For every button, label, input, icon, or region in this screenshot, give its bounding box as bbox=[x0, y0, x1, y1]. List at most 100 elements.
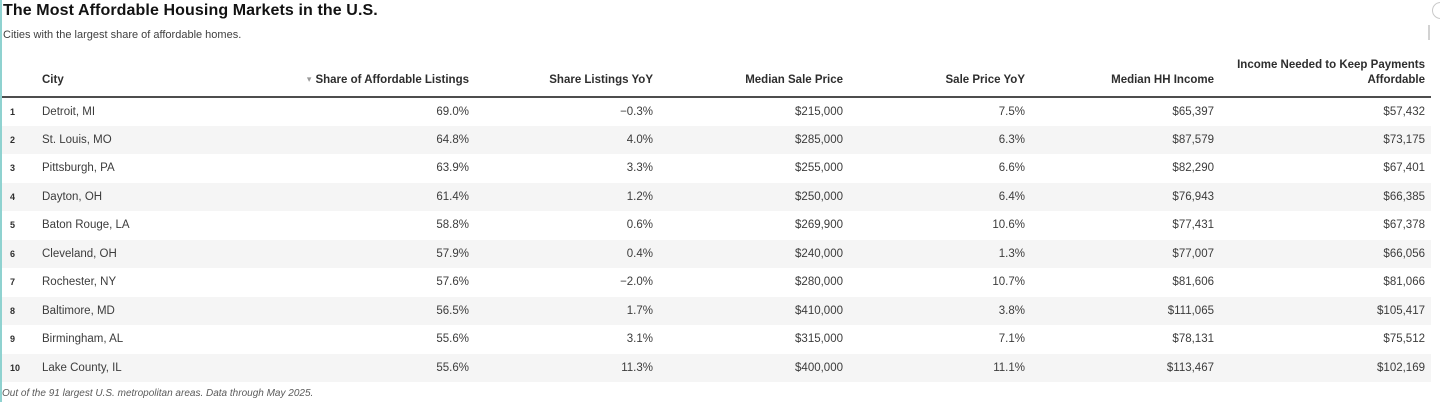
cell-city: Birmingham, AL bbox=[42, 333, 124, 346]
cell-sale_yoy: 1.3% bbox=[998, 247, 1025, 260]
cell-share_yoy: −0.3% bbox=[620, 105, 653, 118]
cell-median_sale: $215,000 bbox=[795, 105, 843, 118]
cell-sale_yoy: 7.1% bbox=[998, 333, 1025, 346]
cell-median_sale: $400,000 bbox=[795, 361, 843, 374]
col-header-share-affordable[interactable]: ▾ Share of Affordable Listings bbox=[302, 57, 469, 98]
col-header-city[interactable]: City bbox=[30, 57, 302, 98]
cell-city: Dayton, OH bbox=[42, 190, 103, 203]
cell-city: Lake County, IL bbox=[42, 361, 122, 374]
cell-sale_yoy: 3.8% bbox=[998, 304, 1025, 317]
cell-city: Pittsburgh, PA bbox=[42, 162, 115, 175]
cell-city: St. Louis, MO bbox=[42, 133, 112, 146]
cell-rank: 1 bbox=[10, 106, 16, 117]
cell-median_hh: $111,065 bbox=[1167, 304, 1214, 317]
cell-share_affordable: 64.8% bbox=[436, 133, 469, 146]
cell-share_yoy: 0.4% bbox=[626, 247, 653, 260]
cell-rank: 4 bbox=[10, 191, 16, 202]
partial-bar-decor bbox=[1428, 25, 1430, 40]
cell-median_sale: $280,000 bbox=[795, 276, 843, 289]
cell-income_needed: $57,432 bbox=[1383, 105, 1425, 118]
col-header-share-yoy[interactable]: Share Listings YoY bbox=[469, 57, 653, 98]
col-header-sale-price-yoy[interactable]: Sale Price YoY bbox=[843, 57, 1025, 98]
table-row: 5 Baton Rouge, LA 58.8% 0.6% $269,900 10.6% $7… bbox=[2, 211, 1431, 240]
cell-median_hh: $113,467 bbox=[1166, 361, 1214, 374]
affordable-markets-table: City ▾ Share of Affordable Listings Share… bbox=[2, 57, 1431, 382]
cell-income_needed: $102,169 bbox=[1377, 361, 1425, 374]
cell-city: Detroit, MI bbox=[42, 105, 96, 118]
table-row: 7 Rochester, NY 57.6% −2.0% $280,000 10.7% $81… bbox=[2, 268, 1431, 297]
cell-median_sale: $255,000 bbox=[795, 162, 843, 175]
cell-city: Cleveland, OH bbox=[42, 247, 117, 260]
cell-rank: 8 bbox=[10, 305, 16, 316]
cell-income_needed: $105,417 bbox=[1377, 304, 1425, 317]
table-row: 10 Lake County, IL 55.6% 11.3% $400,000 11.1%… bbox=[2, 353, 1431, 382]
cell-share_yoy: 3.3% bbox=[626, 162, 653, 175]
header-row: City ▾ Share of Affordable Listings Share… bbox=[2, 57, 1431, 98]
cell-median_sale: $410,000 bbox=[795, 304, 843, 317]
cell-median_hh: $77,007 bbox=[1172, 247, 1214, 260]
cell-rank: 9 bbox=[10, 334, 16, 345]
cell-median_sale: $240,000 bbox=[795, 247, 843, 260]
cell-share_affordable: 63.9% bbox=[436, 162, 469, 175]
cell-share_yoy: 0.6% bbox=[626, 219, 653, 232]
cell-income_needed: $67,378 bbox=[1383, 219, 1425, 232]
cell-median_sale: $285,000 bbox=[795, 133, 843, 146]
cell-sale_yoy: 10.7% bbox=[992, 276, 1025, 289]
table-header: City ▾ Share of Affordable Listings Share… bbox=[2, 57, 1431, 98]
cell-share_yoy: 1.2% bbox=[626, 190, 653, 203]
cell-median_sale: $315,000 bbox=[795, 333, 843, 346]
accent-line bbox=[0, 0, 2, 402]
page-title: The Most Affordable Housing Markets in t… bbox=[3, 2, 378, 19]
cell-income_needed: $75,512 bbox=[1383, 333, 1425, 346]
cell-sale_yoy: 7.5% bbox=[998, 105, 1025, 118]
cell-median_sale: $269,900 bbox=[795, 219, 843, 232]
table-row: 8 Baltimore, MD 56.5% 1.7% $410,000 3.8% $111,… bbox=[2, 296, 1431, 325]
footnote: Out of the 91 largest U.S. metropolitan … bbox=[2, 388, 314, 399]
cell-median_hh: $82,290 bbox=[1172, 162, 1214, 175]
cell-median_hh: $81,606 bbox=[1172, 276, 1214, 289]
cell-income_needed: $67,401 bbox=[1383, 162, 1425, 175]
cell-income_needed: $81,066 bbox=[1383, 276, 1425, 289]
cell-sale_yoy: 6.3% bbox=[998, 133, 1025, 146]
cell-income_needed: $66,056 bbox=[1383, 247, 1425, 260]
table-row: 2 St. Louis, MO 64.8% 4.0% $285,000 6.3% $87,5… bbox=[2, 125, 1431, 154]
cell-rank: 7 bbox=[10, 277, 16, 288]
cell-share_yoy: 4.0% bbox=[626, 133, 653, 146]
table-row: 1 Detroit, MI 69.0% −0.3% $215,000 7.5% $65,39… bbox=[2, 97, 1431, 126]
table-row: 6 Cleveland, OH 57.9% 0.4% $240,000 1.3% $77,0… bbox=[2, 239, 1431, 268]
cell-share_yoy: 11.3% bbox=[621, 361, 653, 374]
cell-median_hh: $76,943 bbox=[1172, 190, 1214, 203]
cell-income_needed: $66,385 bbox=[1383, 190, 1425, 203]
page-subtitle: Cities with the largest share of afforda… bbox=[3, 29, 242, 41]
sort-desc-icon: ▾ bbox=[306, 74, 312, 85]
cell-median_sale: $250,000 bbox=[795, 190, 843, 203]
col-header-rank bbox=[2, 57, 30, 98]
cell-city: Baltimore, MD bbox=[42, 304, 115, 317]
cell-median_hh: $78,131 bbox=[1172, 333, 1214, 346]
cell-rank: 2 bbox=[10, 134, 16, 145]
cell-rank: 5 bbox=[10, 220, 16, 231]
cell-share_affordable: 55.6% bbox=[436, 361, 469, 374]
cell-city: Baton Rouge, LA bbox=[42, 219, 130, 232]
cell-income_needed: $73,175 bbox=[1383, 133, 1425, 146]
cell-rank: 6 bbox=[10, 248, 16, 259]
cell-sale_yoy: 6.6% bbox=[998, 162, 1025, 175]
col-header-median-hh-income[interactable]: Median HH Income bbox=[1025, 57, 1214, 98]
cell-sale_yoy: 6.4% bbox=[998, 190, 1025, 203]
cell-share_affordable: 69.0% bbox=[436, 105, 469, 118]
cell-sale_yoy: 11.1% bbox=[993, 361, 1025, 374]
cell-median_hh: $77,431 bbox=[1172, 219, 1214, 232]
cell-share_affordable: 57.9% bbox=[436, 247, 469, 260]
cell-share_affordable: 57.6% bbox=[436, 276, 469, 289]
col-header-median-sale-price[interactable]: Median Sale Price bbox=[653, 57, 843, 98]
table-row: 3 Pittsburgh, PA 63.9% 3.3% $255,000 6.6% $82,… bbox=[2, 154, 1431, 183]
cell-rank: 3 bbox=[10, 163, 16, 174]
table-row: 4 Dayton, OH 61.4% 1.2% $250,000 6.4% $76,943 $… bbox=[2, 182, 1431, 211]
col-header-income-needed[interactable]: Income Needed to Keep Payments Affordabl… bbox=[1214, 57, 1431, 98]
cell-share_affordable: 56.5% bbox=[436, 304, 469, 317]
cell-rank: 10 bbox=[10, 362, 21, 373]
cell-share_yoy: 1.7% bbox=[626, 304, 653, 317]
cell-share_affordable: 61.4% bbox=[436, 190, 469, 203]
cell-share_yoy: 3.1% bbox=[626, 333, 653, 346]
cell-median_hh: $65,397 bbox=[1172, 105, 1214, 118]
